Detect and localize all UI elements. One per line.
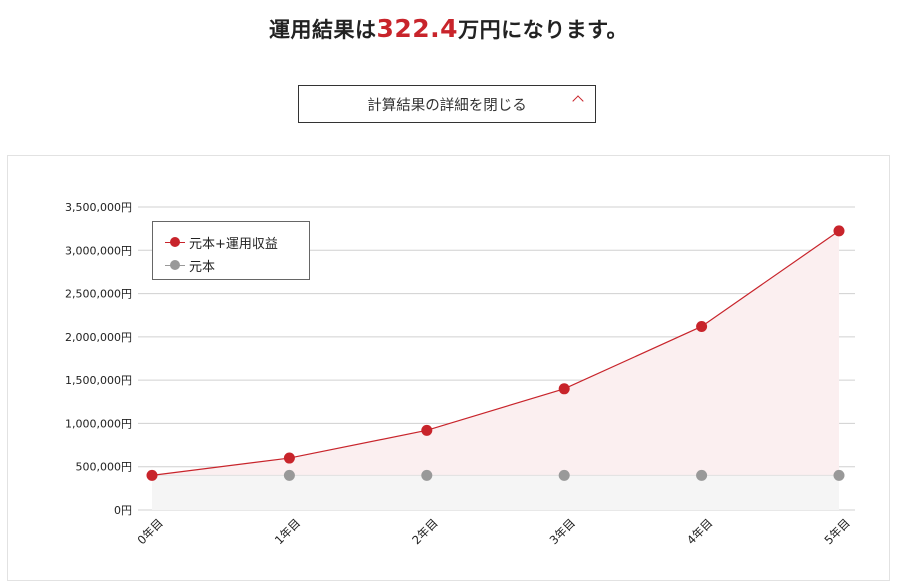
y-tick-label: 1,500,000円	[65, 374, 132, 387]
result-amount: 322.4	[376, 14, 459, 43]
data-point-principal	[283, 469, 295, 481]
close-details-label: 計算結果の詳細を閉じる	[367, 97, 527, 114]
area-total	[152, 230, 839, 510]
legend-item-total[interactable]: 元本+運用収益	[165, 233, 278, 252]
y-tick-label: 2,000,000円	[65, 331, 132, 344]
data-point-principal	[421, 469, 433, 481]
x-tick-label: 5年目	[821, 516, 852, 547]
data-point-total	[696, 320, 708, 332]
legend-label-total: 元本+運用収益	[189, 236, 278, 252]
y-tick-label: 3,500,000円	[65, 201, 132, 214]
data-point-principal	[833, 469, 845, 481]
data-point-principal	[558, 469, 570, 481]
result-prefix: 運用結果は	[269, 18, 377, 42]
data-point-total	[421, 424, 433, 436]
chart-legend: 元本+運用収益 元本	[152, 221, 310, 280]
series-line-total	[151, 230, 840, 476]
close-details-button[interactable]: 計算結果の詳細を閉じる	[298, 85, 596, 123]
y-tick-label: 1,000,000円	[65, 417, 132, 430]
y-tick-label: 2,500,000円	[65, 288, 132, 301]
y-tick-label: 500,000円	[76, 461, 133, 474]
x-tick-label: 3年目	[547, 516, 578, 547]
legend-label-principal: 元本	[189, 259, 216, 275]
area-principal	[152, 475, 839, 510]
legend-item-principal[interactable]: 元本	[165, 256, 216, 275]
x-tick-label: 0年目	[134, 516, 165, 547]
legend-swatch-total	[165, 236, 185, 247]
x-tick-label: 1年目	[272, 516, 303, 547]
x-tick-label: 2年目	[409, 516, 440, 547]
data-point-total	[558, 383, 570, 395]
result-suffix: 万円になります。	[458, 18, 628, 42]
data-point-total	[146, 469, 158, 481]
y-tick-label: 3,000,000円	[65, 244, 132, 257]
x-tick-label: 4年目	[684, 516, 715, 547]
data-point-principal	[696, 469, 708, 481]
data-point-total	[283, 452, 295, 464]
result-heading: 運用結果は322.4万円になります。	[0, 14, 897, 44]
data-point-total	[833, 225, 845, 237]
legend-swatch-principal	[165, 259, 185, 270]
y-tick-label: 0円	[114, 504, 132, 517]
